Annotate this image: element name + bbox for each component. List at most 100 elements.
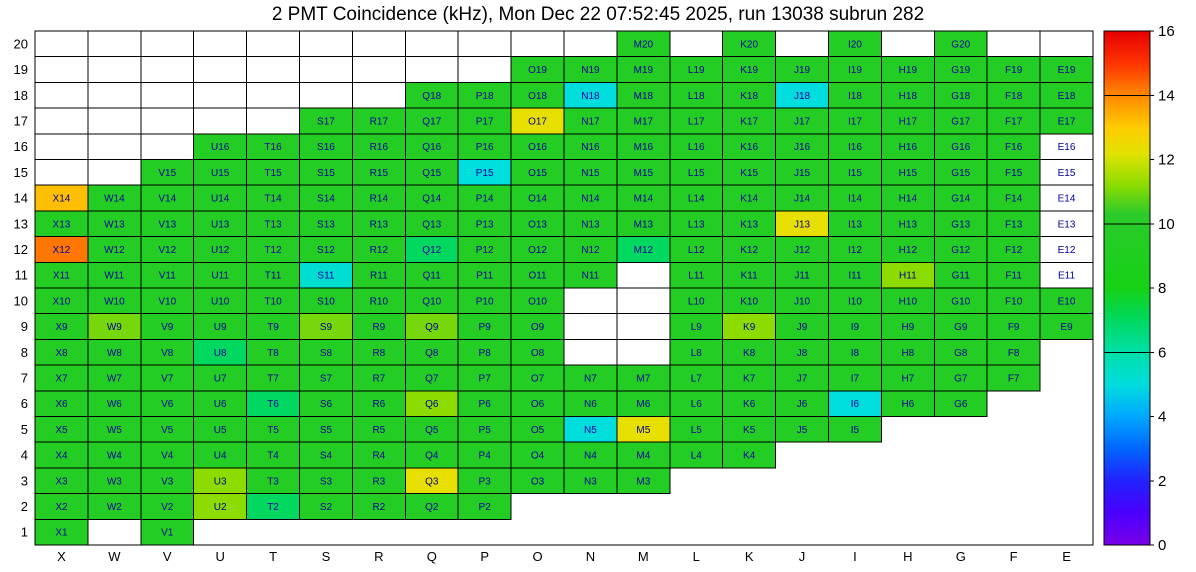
- cell-label: U3: [214, 476, 227, 487]
- empty-cell: [246, 30, 301, 58]
- heatmap-cell: [87, 364, 142, 392]
- y-axis-tick-label: 9: [21, 319, 28, 334]
- heatmap-cell: [510, 159, 565, 186]
- heatmap-cell: [880, 390, 935, 417]
- heatmap-cell: [193, 441, 248, 469]
- cell-label: E15: [1058, 168, 1076, 179]
- cell-label: V8: [161, 348, 174, 359]
- cell-label: U8: [214, 348, 227, 359]
- cell-label: J17: [794, 116, 811, 127]
- heatmap-cell: [669, 184, 724, 212]
- heatmap-cell: [933, 210, 988, 238]
- heatmap-cell: [933, 81, 988, 109]
- heatmap-cell: [669, 364, 724, 392]
- heatmap-cell: [34, 364, 89, 392]
- cell-label: U12: [211, 245, 230, 256]
- cell-label: X13: [53, 219, 71, 230]
- cell-label: N14: [581, 194, 600, 205]
- cell-label: W8: [107, 348, 122, 359]
- heatmap-cell: [933, 313, 988, 340]
- heatmap-cell: [986, 107, 1041, 135]
- cell-label: Q5: [425, 425, 439, 436]
- cell-label: U9: [214, 322, 227, 333]
- cell-label: N5: [584, 425, 597, 436]
- cell-label: F15: [1005, 168, 1023, 179]
- heatmap-cell: [828, 390, 882, 417]
- cell-label: O10: [528, 296, 547, 307]
- cell-label: R15: [370, 168, 389, 179]
- cell-label: I10: [848, 296, 862, 307]
- heatmap-cell: [775, 210, 829, 238]
- cell-label: S16: [317, 142, 335, 153]
- cell-label: L17: [688, 116, 705, 127]
- cell-label: F16: [1005, 142, 1023, 153]
- heatmap-cell: [775, 81, 829, 109]
- cell-label: W6: [107, 399, 122, 410]
- x-axis-tick-label: F: [1010, 549, 1018, 564]
- heatmap-cell: [299, 313, 353, 340]
- cell-label: N17: [581, 116, 600, 127]
- cell-label: O7: [531, 373, 545, 384]
- cell-label: X4: [55, 451, 68, 462]
- heatmap-cell: [193, 159, 248, 186]
- cell-label: K9: [743, 322, 756, 333]
- cell-label: P13: [476, 219, 494, 230]
- colorbar-tick-label: 6: [1158, 344, 1166, 361]
- heatmap-cell: [193, 236, 248, 263]
- cell-label: Q17: [422, 116, 441, 127]
- cell-label: G17: [951, 116, 970, 127]
- empty-cell: [193, 81, 248, 109]
- empty-cell: [34, 159, 89, 186]
- cell-label: V9: [161, 322, 174, 333]
- heatmap-cell: [563, 81, 618, 109]
- cell-label: V1: [161, 528, 174, 539]
- cell-label: K15: [740, 168, 758, 179]
- cell-label: O12: [528, 245, 547, 256]
- cell-label: R9: [372, 322, 385, 333]
- cell-label: S10: [317, 296, 335, 307]
- heatmap-cell: [246, 313, 301, 340]
- cell-label: S5: [320, 425, 333, 436]
- cell-label: P5: [479, 425, 492, 436]
- heatmap-cell: [933, 236, 988, 263]
- cell-label: P16: [476, 142, 494, 153]
- cell-label: R10: [370, 296, 389, 307]
- cell-label: T15: [264, 168, 282, 179]
- heatmap-cell: [616, 416, 671, 443]
- cell-label: E13: [1058, 219, 1076, 230]
- cell-label: R4: [372, 451, 385, 462]
- cell-label: T2: [267, 502, 279, 513]
- cell-label: V5: [161, 425, 174, 436]
- x-axis-tick-label: G: [956, 549, 966, 564]
- heatmap-cell: [457, 236, 512, 263]
- cell-label: E17: [1058, 116, 1076, 127]
- cell-label: G14: [951, 194, 970, 205]
- cell-label: G7: [954, 373, 968, 384]
- cell-label: W7: [107, 373, 122, 384]
- cell-label: M18: [634, 91, 654, 102]
- cell-label: H16: [899, 142, 918, 153]
- cell-label: T8: [267, 348, 279, 359]
- cell-label: K4: [743, 451, 756, 462]
- cell-label: H10: [899, 296, 918, 307]
- cell-label: R3: [372, 476, 385, 487]
- cell-label: U5: [214, 425, 227, 436]
- cell-label: W9: [107, 322, 122, 333]
- cell-label: T7: [267, 373, 279, 384]
- cell-label: T16: [264, 142, 282, 153]
- empty-cell: [193, 107, 248, 135]
- cell-label: N7: [584, 373, 597, 384]
- cell-label: N12: [581, 245, 600, 256]
- heatmap-cell: [828, 338, 882, 366]
- cell-label: G18: [951, 91, 970, 102]
- heatmap-cell: [140, 467, 195, 495]
- cell-label: V13: [158, 219, 176, 230]
- cell-label: W3: [107, 476, 122, 487]
- empty-cell: [34, 56, 89, 83]
- cell-label: R16: [370, 142, 389, 153]
- heatmap-cell: [87, 236, 142, 263]
- cell-label: T12: [264, 245, 282, 256]
- cell-label: M12: [634, 245, 654, 256]
- cell-label: P17: [476, 116, 494, 127]
- heatmap-cell: [880, 56, 935, 83]
